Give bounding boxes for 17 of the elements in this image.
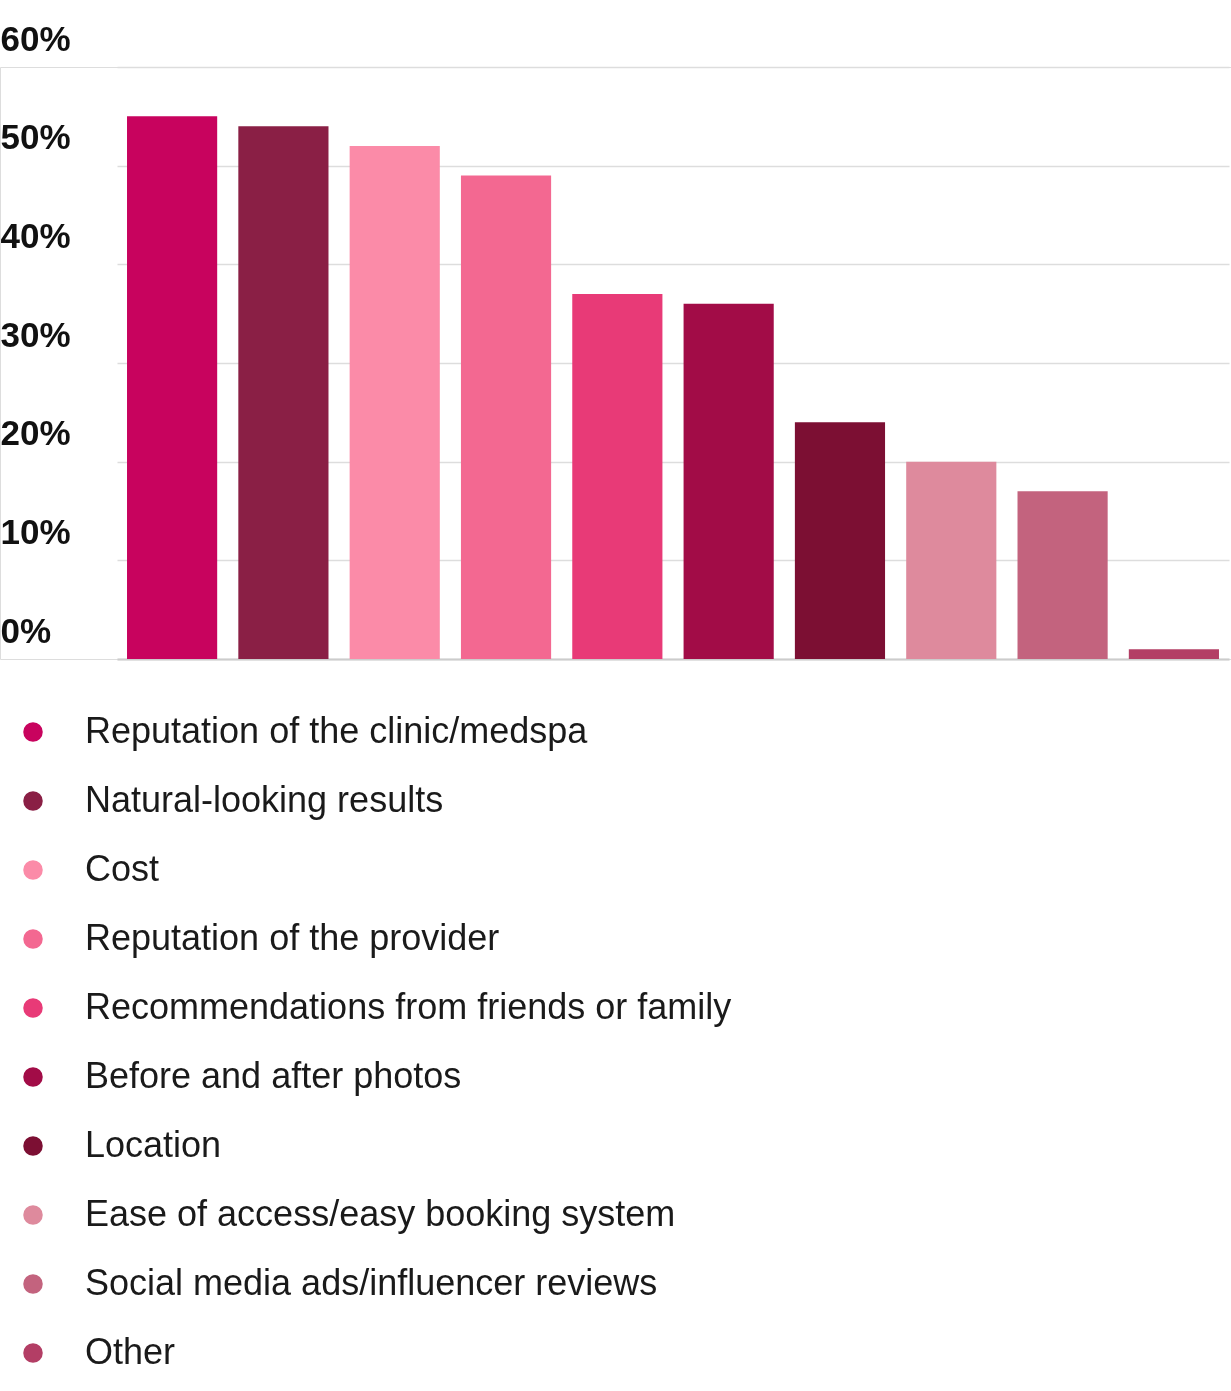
legend-label: Natural-looking results [85,779,444,820]
y-tick-label: 40% [0,215,71,255]
legend-label: Ease of access/easy booking system [85,1193,676,1234]
legend-label: Reputation of the provider [85,917,500,958]
y-tick-label: 10% [0,511,71,551]
legend-label: Social media ads/influencer reviews [85,1262,658,1303]
legend-label: Cost [85,848,160,889]
legend-label: Other [85,1331,176,1372]
y-tick-label: 60% [0,18,71,58]
y-tick-label: 30% [0,314,71,354]
y-tick-label: 20% [0,413,71,453]
y-tick-label: 0% [0,610,52,650]
y-tick-label: 50% [0,117,71,157]
legend-label: Recommendations from friends or family [85,986,732,1027]
legend-label: Reputation of the clinic/medspa [85,710,589,751]
legend-label: Location [85,1124,222,1165]
legend-label: Before and after photos [85,1055,462,1096]
